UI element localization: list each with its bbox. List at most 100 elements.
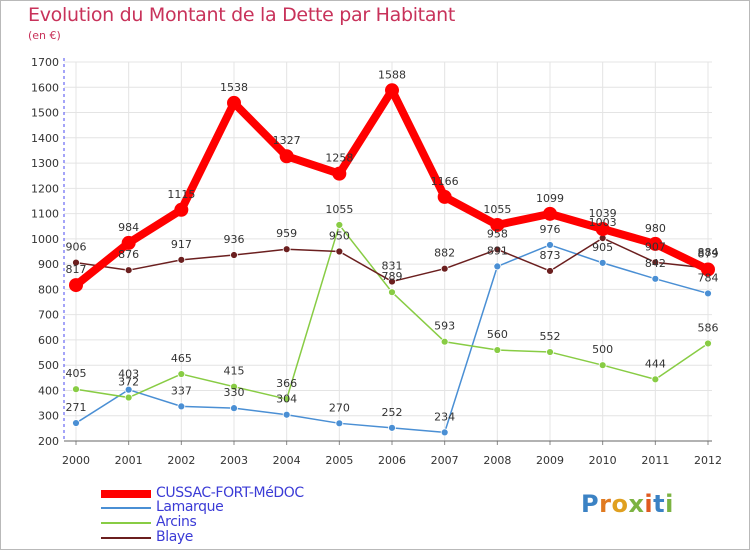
legend-label: CUSSAC-FORT-MéDOC xyxy=(156,485,304,501)
data-point-lamarque xyxy=(598,258,607,267)
data-point-lamarque xyxy=(493,262,502,271)
data-point-blaye xyxy=(335,247,344,256)
legend-swatch xyxy=(101,522,151,524)
data-label-arcins: 789 xyxy=(382,270,403,283)
data-label-arcins: 560 xyxy=(487,328,508,341)
data-label-lamarque: 976 xyxy=(540,223,561,236)
data-labels: 271 403 337 330 304 270 252 234 891 976 905 842 784 4… xyxy=(66,68,719,423)
data-point-blaye xyxy=(124,266,133,275)
logo-letter: t xyxy=(653,490,666,518)
data-point-lamarque xyxy=(72,419,80,427)
data-label-arcins: 552 xyxy=(540,330,561,343)
data-label-arcins: 465 xyxy=(171,352,192,365)
data-label-blaye: 936 xyxy=(224,233,245,246)
data-label-lamarque: 330 xyxy=(224,386,245,399)
x-tick-label: 2003 xyxy=(220,454,248,467)
x-tick-label: 2007 xyxy=(431,454,459,467)
data-label-arcins: 405 xyxy=(66,367,87,380)
x-tick-label: 2006 xyxy=(378,454,406,467)
data-label-arcins: 1055 xyxy=(325,203,353,216)
data-label-blaye: 959 xyxy=(276,227,297,240)
y-tick-label: 700 xyxy=(38,309,59,322)
data-label-cussac-fort-m-doc: 984 xyxy=(118,221,139,234)
data-label-blaye: 831 xyxy=(382,260,403,273)
data-point-arcins xyxy=(493,346,502,354)
data-label-arcins: 415 xyxy=(224,365,245,378)
y-tick-label: 1200 xyxy=(31,182,59,195)
data-label-blaye: 950 xyxy=(329,230,350,243)
x-tick-label: 2009 xyxy=(536,454,564,467)
legend-label: Arcins xyxy=(156,514,197,530)
logo-letter: i xyxy=(644,490,654,518)
data-label-blaye: 873 xyxy=(540,249,561,262)
data-point-blaye xyxy=(651,258,660,267)
data-point-lamarque xyxy=(124,385,133,394)
logo-letter: x xyxy=(628,490,645,518)
data-point-blaye xyxy=(388,277,396,286)
legend-swatch xyxy=(101,507,151,509)
y-tick-label: 1700 xyxy=(31,56,59,69)
legend-label: Blaye xyxy=(156,529,193,545)
logo-letter: r xyxy=(599,490,612,518)
data-point-arcins xyxy=(230,382,238,391)
chart-subtitle: (en €) xyxy=(28,29,61,42)
data-point-arcins xyxy=(335,221,344,229)
data-point-cussac-fort-m-doc xyxy=(543,206,557,221)
data-label-lamarque: 905 xyxy=(592,241,613,254)
data-point-arcins xyxy=(546,348,554,356)
x-tick-label: 2012 xyxy=(694,454,722,467)
data-point-cussac-fort-m-doc xyxy=(385,83,399,98)
data-point-cussac-fort-m-doc xyxy=(279,149,294,164)
data-point-lamarque xyxy=(230,404,238,413)
data-label-arcins: 366 xyxy=(276,377,297,390)
data-label-cussac-fort-m-doc: 1538 xyxy=(220,81,248,94)
legend-swatch xyxy=(101,537,151,539)
y-tick-label: 200 xyxy=(38,435,59,448)
data-point-cussac-fort-m-doc xyxy=(490,217,505,232)
data-label-blaye: 884 xyxy=(698,246,719,259)
data-label-cussac-fort-m-doc: 1115 xyxy=(167,188,195,201)
x-tick-label: 2002 xyxy=(167,454,195,467)
data-label-blaye: 1003 xyxy=(589,216,617,229)
data-label-cussac-fort-m-doc: 1258 xyxy=(325,152,353,165)
y-tick-label: 1000 xyxy=(31,233,59,246)
data-label-blaye: 876 xyxy=(118,248,139,261)
y-tick-label: 600 xyxy=(38,334,59,347)
y-tick-label: 400 xyxy=(38,384,59,397)
data-point-arcins xyxy=(651,375,660,384)
data-point-cussac-fort-m-doc xyxy=(437,189,452,204)
data-label-lamarque: 891 xyxy=(487,244,508,257)
data-label-lamarque: 337 xyxy=(171,384,192,397)
data-label-lamarque: 842 xyxy=(645,257,666,270)
data-label-lamarque: 403 xyxy=(118,368,139,381)
y-tick-label: 800 xyxy=(38,283,59,296)
y-tick-label: 900 xyxy=(38,258,59,271)
series-lines xyxy=(69,83,715,437)
data-point-arcins xyxy=(282,395,291,403)
x-tick-label: 2000 xyxy=(62,454,90,467)
data-point-lamarque xyxy=(651,274,660,283)
data-point-blaye xyxy=(177,255,186,264)
data-label-cussac-fort-m-doc: 1039 xyxy=(589,207,617,220)
data-point-blaye xyxy=(282,245,291,254)
data-point-blaye xyxy=(72,258,80,267)
y-tick-label: 1300 xyxy=(31,157,59,170)
data-label-cussac-fort-m-doc: 1166 xyxy=(431,175,459,188)
legend-label: Lamarque xyxy=(156,499,224,515)
data-label-cussac-fort-m-doc: 1588 xyxy=(378,68,406,81)
data-label-blaye: 907 xyxy=(645,240,666,253)
chart-title: Evolution du Montant de la Dette par Hab… xyxy=(28,4,456,26)
data-point-cussac-fort-m-doc xyxy=(69,278,83,293)
x-tick-label: 2001 xyxy=(115,454,143,467)
data-point-blaye xyxy=(546,267,554,275)
logo-letter: i xyxy=(665,490,674,518)
data-label-cussac-fort-m-doc: 1055 xyxy=(483,203,511,216)
data-point-blaye xyxy=(230,251,238,259)
data-label-lamarque: 270 xyxy=(329,401,350,414)
data-label-cussac-fort-m-doc: 879 xyxy=(698,247,719,260)
data-point-lamarque xyxy=(704,289,712,298)
data-point-arcins xyxy=(124,393,133,402)
logo-letter: P xyxy=(581,490,600,518)
